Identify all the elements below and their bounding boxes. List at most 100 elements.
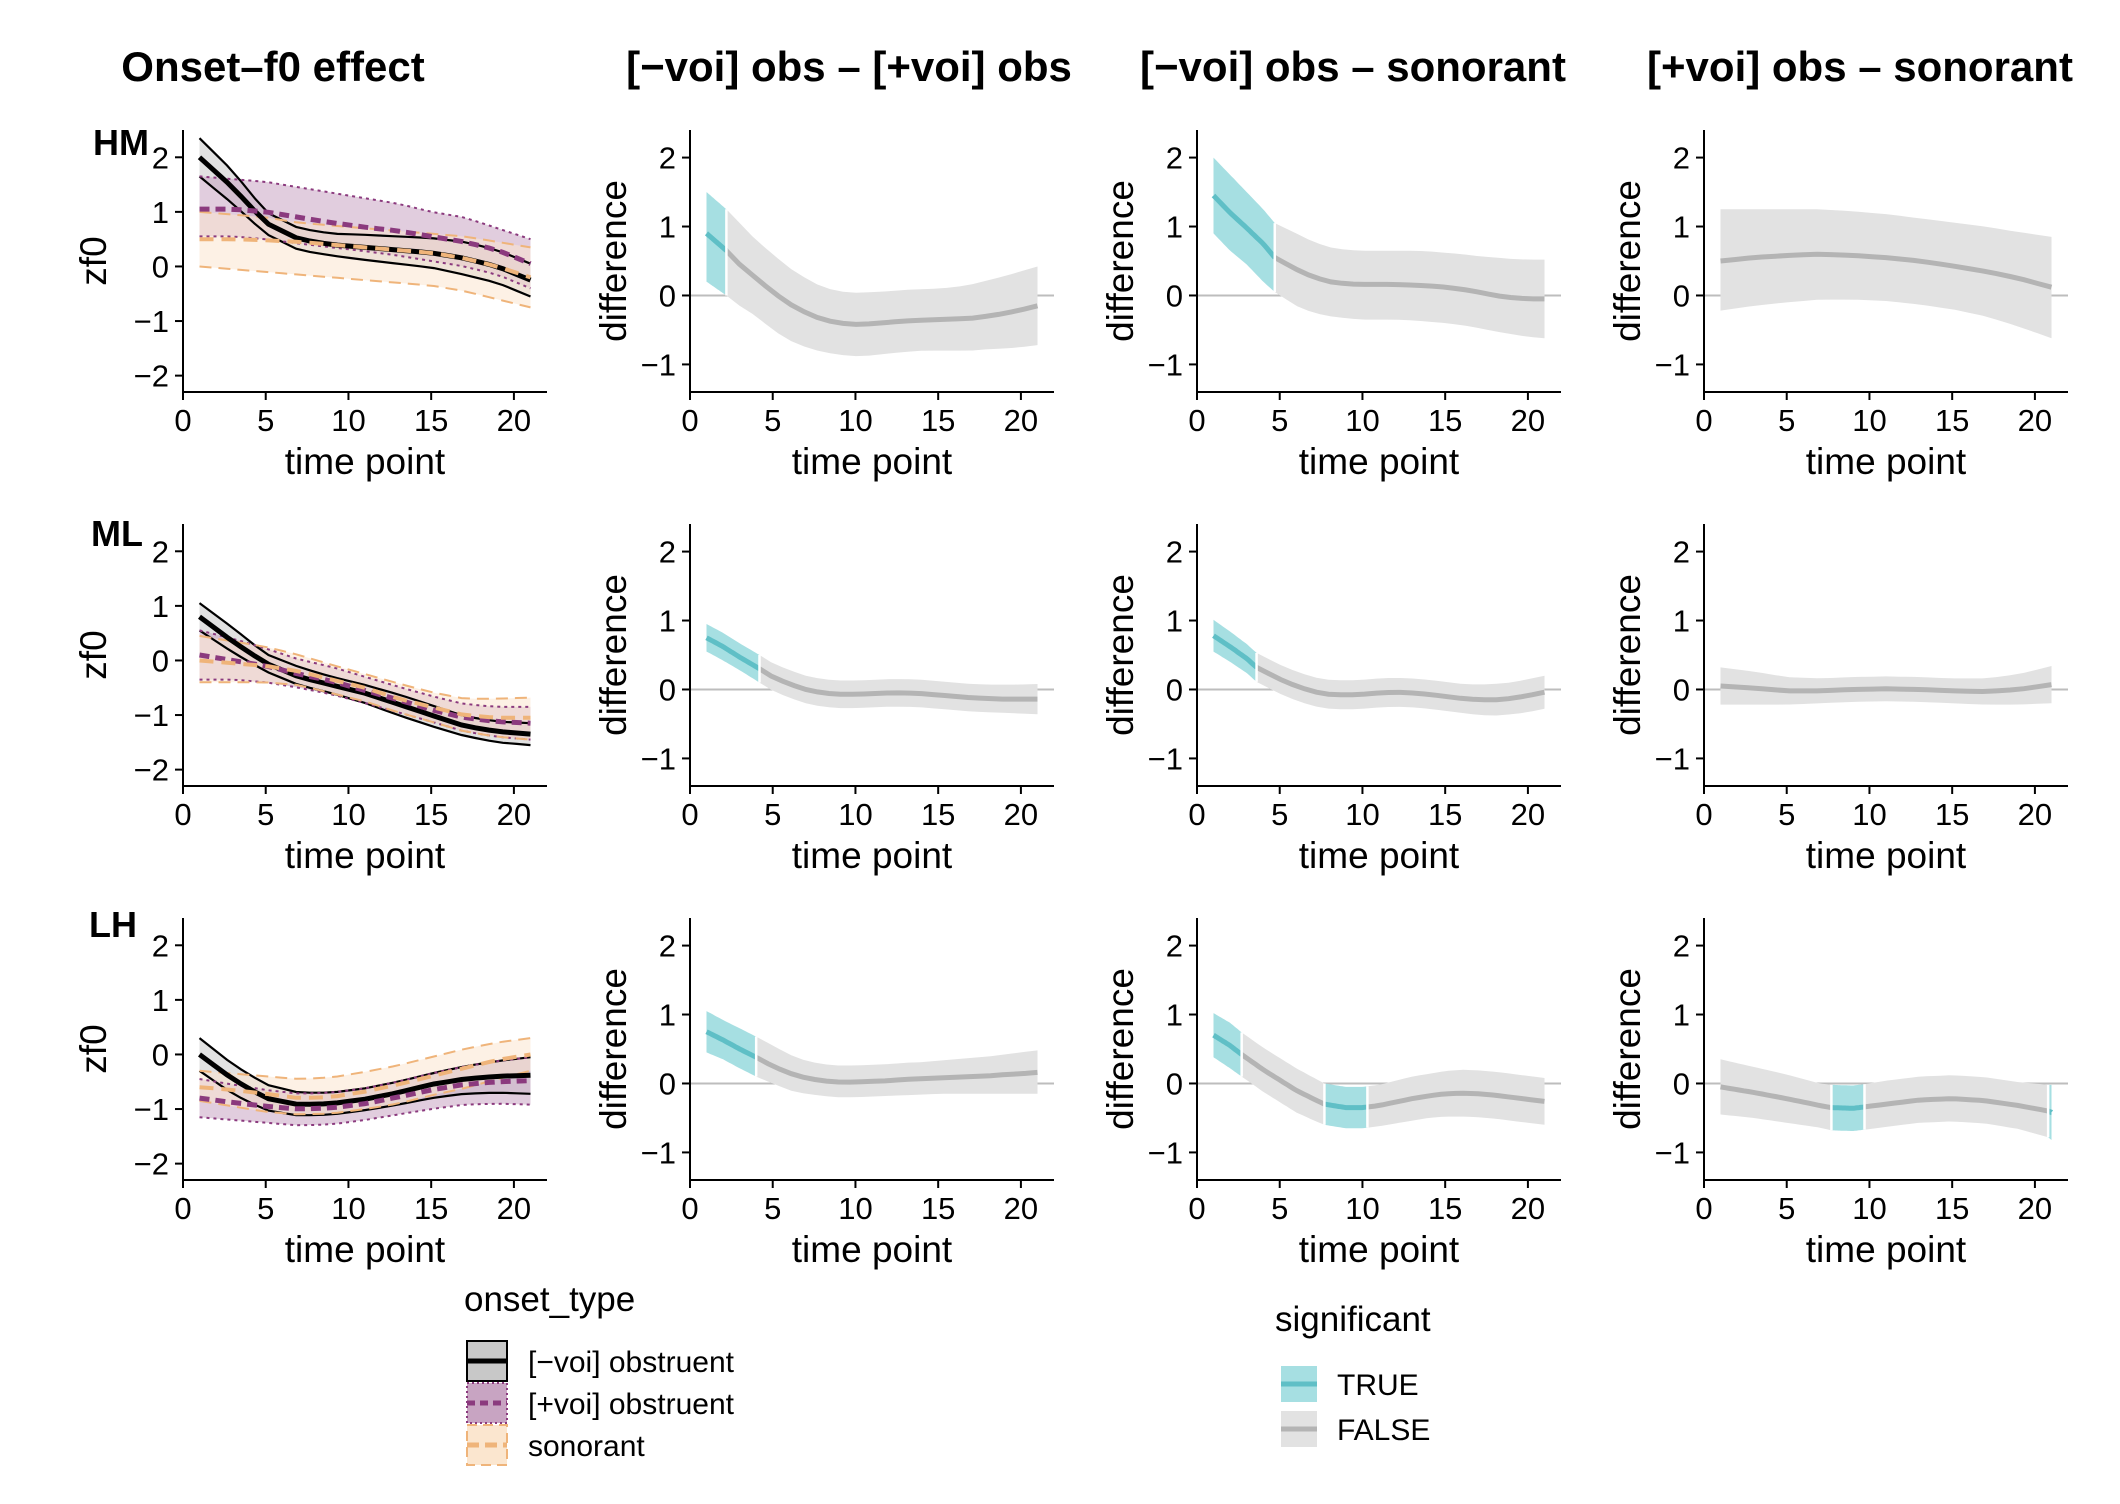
difference-line-significant xyxy=(1324,1101,1368,1111)
x-tick-label: 15 xyxy=(1935,1191,1969,1226)
x-tick-label: 20 xyxy=(1004,403,1038,438)
y-tick-label: 1 xyxy=(1166,210,1183,245)
panel-2-1: 0 5 10 15 20 −2 −1 0 1 2 time point zf0 xyxy=(73,524,547,876)
difference-line-nonsignificant xyxy=(1720,251,2053,290)
x-tick-label: 5 xyxy=(1778,797,1795,832)
y-tick-label: 1 xyxy=(1673,210,1690,245)
series-line-sonorant xyxy=(199,658,531,720)
difference-line-significant xyxy=(705,1029,758,1060)
y-tick-label: −1 xyxy=(1655,741,1690,776)
x-tick-label: 20 xyxy=(497,797,531,832)
y-tick-label: 0 xyxy=(659,1066,676,1101)
y-tick-label: −1 xyxy=(1655,1135,1690,1170)
y-tick-label: 2 xyxy=(1166,141,1183,176)
x-tick-label: 0 xyxy=(1188,797,1205,832)
x-tick-label: 15 xyxy=(921,403,955,438)
x-tick-label: 20 xyxy=(1004,1191,1038,1226)
x-tick-label: 0 xyxy=(1695,403,1712,438)
difference-line-nonsignificant xyxy=(724,248,1039,327)
y-axis-title: difference xyxy=(593,574,634,736)
x-tick-label: 15 xyxy=(1428,797,1462,832)
legend-onset-title: onset_type xyxy=(464,1280,635,1319)
x-tick-label: 15 xyxy=(1428,403,1462,438)
panel-1-1: 0 5 10 15 20 −2 −1 0 1 2 time point zf0 xyxy=(73,130,547,482)
y-tick-label: −2 xyxy=(134,1147,169,1182)
x-tick-label: 15 xyxy=(414,403,448,438)
x-tick-label: 20 xyxy=(1511,797,1545,832)
y-tick-label: 0 xyxy=(1673,672,1690,707)
y-axis-title: difference xyxy=(1100,180,1141,342)
y-axis-title: difference xyxy=(1607,180,1648,342)
x-tick-label: 5 xyxy=(1271,1191,1288,1226)
y-tick-label: −1 xyxy=(134,1092,169,1127)
x-axis-title: time point xyxy=(285,1229,446,1270)
x-tick-label: 0 xyxy=(1188,403,1205,438)
x-tick-label: 5 xyxy=(1271,797,1288,832)
y-tick-label: −1 xyxy=(1148,347,1183,382)
difference-line-nonsignificant xyxy=(1720,682,2052,695)
ci-band-sonorant xyxy=(199,1038,531,1115)
legend-sig-title: significant xyxy=(1275,1300,1431,1339)
legend-key-voiceless xyxy=(466,1340,508,1382)
y-tick-label: 1 xyxy=(1166,604,1183,639)
y-tick-label: 2 xyxy=(1166,929,1183,964)
y-tick-label: 1 xyxy=(152,589,169,624)
legend-label-true: TRUE xyxy=(1337,1369,1419,1402)
row-labels: HM ML LH xyxy=(89,122,149,945)
y-axis-title: zf0 xyxy=(73,1024,114,1073)
x-tick-label: 10 xyxy=(838,403,872,438)
y-tick-label: −1 xyxy=(134,698,169,733)
ci-band-nonsignificant xyxy=(1720,209,2052,339)
legend-key-false xyxy=(1281,1411,1317,1447)
x-tick-label: 5 xyxy=(764,403,781,438)
ci-band-nonsignificant xyxy=(1256,652,1545,716)
ci-lower-voiced xyxy=(199,678,531,741)
x-axis-title: time point xyxy=(285,441,446,482)
ci-band-nonsignificant xyxy=(726,209,1038,357)
y-axis-title: difference xyxy=(1100,968,1141,1130)
legend-label-voiced: [+voi] obstruent xyxy=(528,1388,735,1421)
x-tick-label: 0 xyxy=(681,1191,698,1226)
y-tick-label: −1 xyxy=(1655,347,1690,382)
x-tick-label: 0 xyxy=(1695,797,1712,832)
y-tick-label: 0 xyxy=(659,278,676,313)
x-tick-label: 20 xyxy=(497,1191,531,1226)
x-tick-label: 15 xyxy=(414,797,448,832)
x-tick-label: 10 xyxy=(331,403,365,438)
ci-band-nonsignificant xyxy=(759,655,1038,715)
x-tick-label: 5 xyxy=(764,797,781,832)
series-line-voiced xyxy=(199,1078,531,1112)
x-axis-title: time point xyxy=(1299,1229,1460,1270)
ci-band-nonsignificant xyxy=(1241,1032,1325,1125)
x-tick-label: 20 xyxy=(2018,797,2052,832)
x-tick-label: 15 xyxy=(1935,797,1969,832)
col-title-voiced-sonorant: [+voi] obs – sonorant xyxy=(1647,43,2073,90)
x-tick-label: 20 xyxy=(2018,403,2052,438)
x-tick-label: 10 xyxy=(331,797,365,832)
x-axis-title: time point xyxy=(792,441,953,482)
difference-line-significant xyxy=(1211,193,1277,260)
y-tick-label: 2 xyxy=(659,535,676,570)
x-tick-label: 10 xyxy=(1852,403,1886,438)
y-tick-label: −2 xyxy=(134,359,169,394)
x-tick-label: 15 xyxy=(1428,1191,1462,1226)
difference-line-nonsignificant xyxy=(1367,1090,1545,1110)
x-tick-label: 5 xyxy=(257,1191,274,1226)
y-tick-label: 1 xyxy=(1673,998,1690,1033)
series-line-sonorant xyxy=(199,1052,531,1100)
legend-significant: significant TRUE FALSE xyxy=(1275,1300,1431,1447)
legend-label-voiceless: [−voi] obstruent xyxy=(528,1346,735,1379)
panel-3-1: 0 5 10 15 20 −2 −1 0 1 2 time point zf0 xyxy=(73,918,547,1270)
x-tick-label: 10 xyxy=(838,1191,872,1226)
x-tick-label: 20 xyxy=(497,403,531,438)
x-tick-label: 20 xyxy=(1511,403,1545,438)
x-tick-label: 10 xyxy=(1345,797,1379,832)
row-label-lh: LH xyxy=(89,904,137,945)
legend-key-voiced xyxy=(466,1382,508,1424)
